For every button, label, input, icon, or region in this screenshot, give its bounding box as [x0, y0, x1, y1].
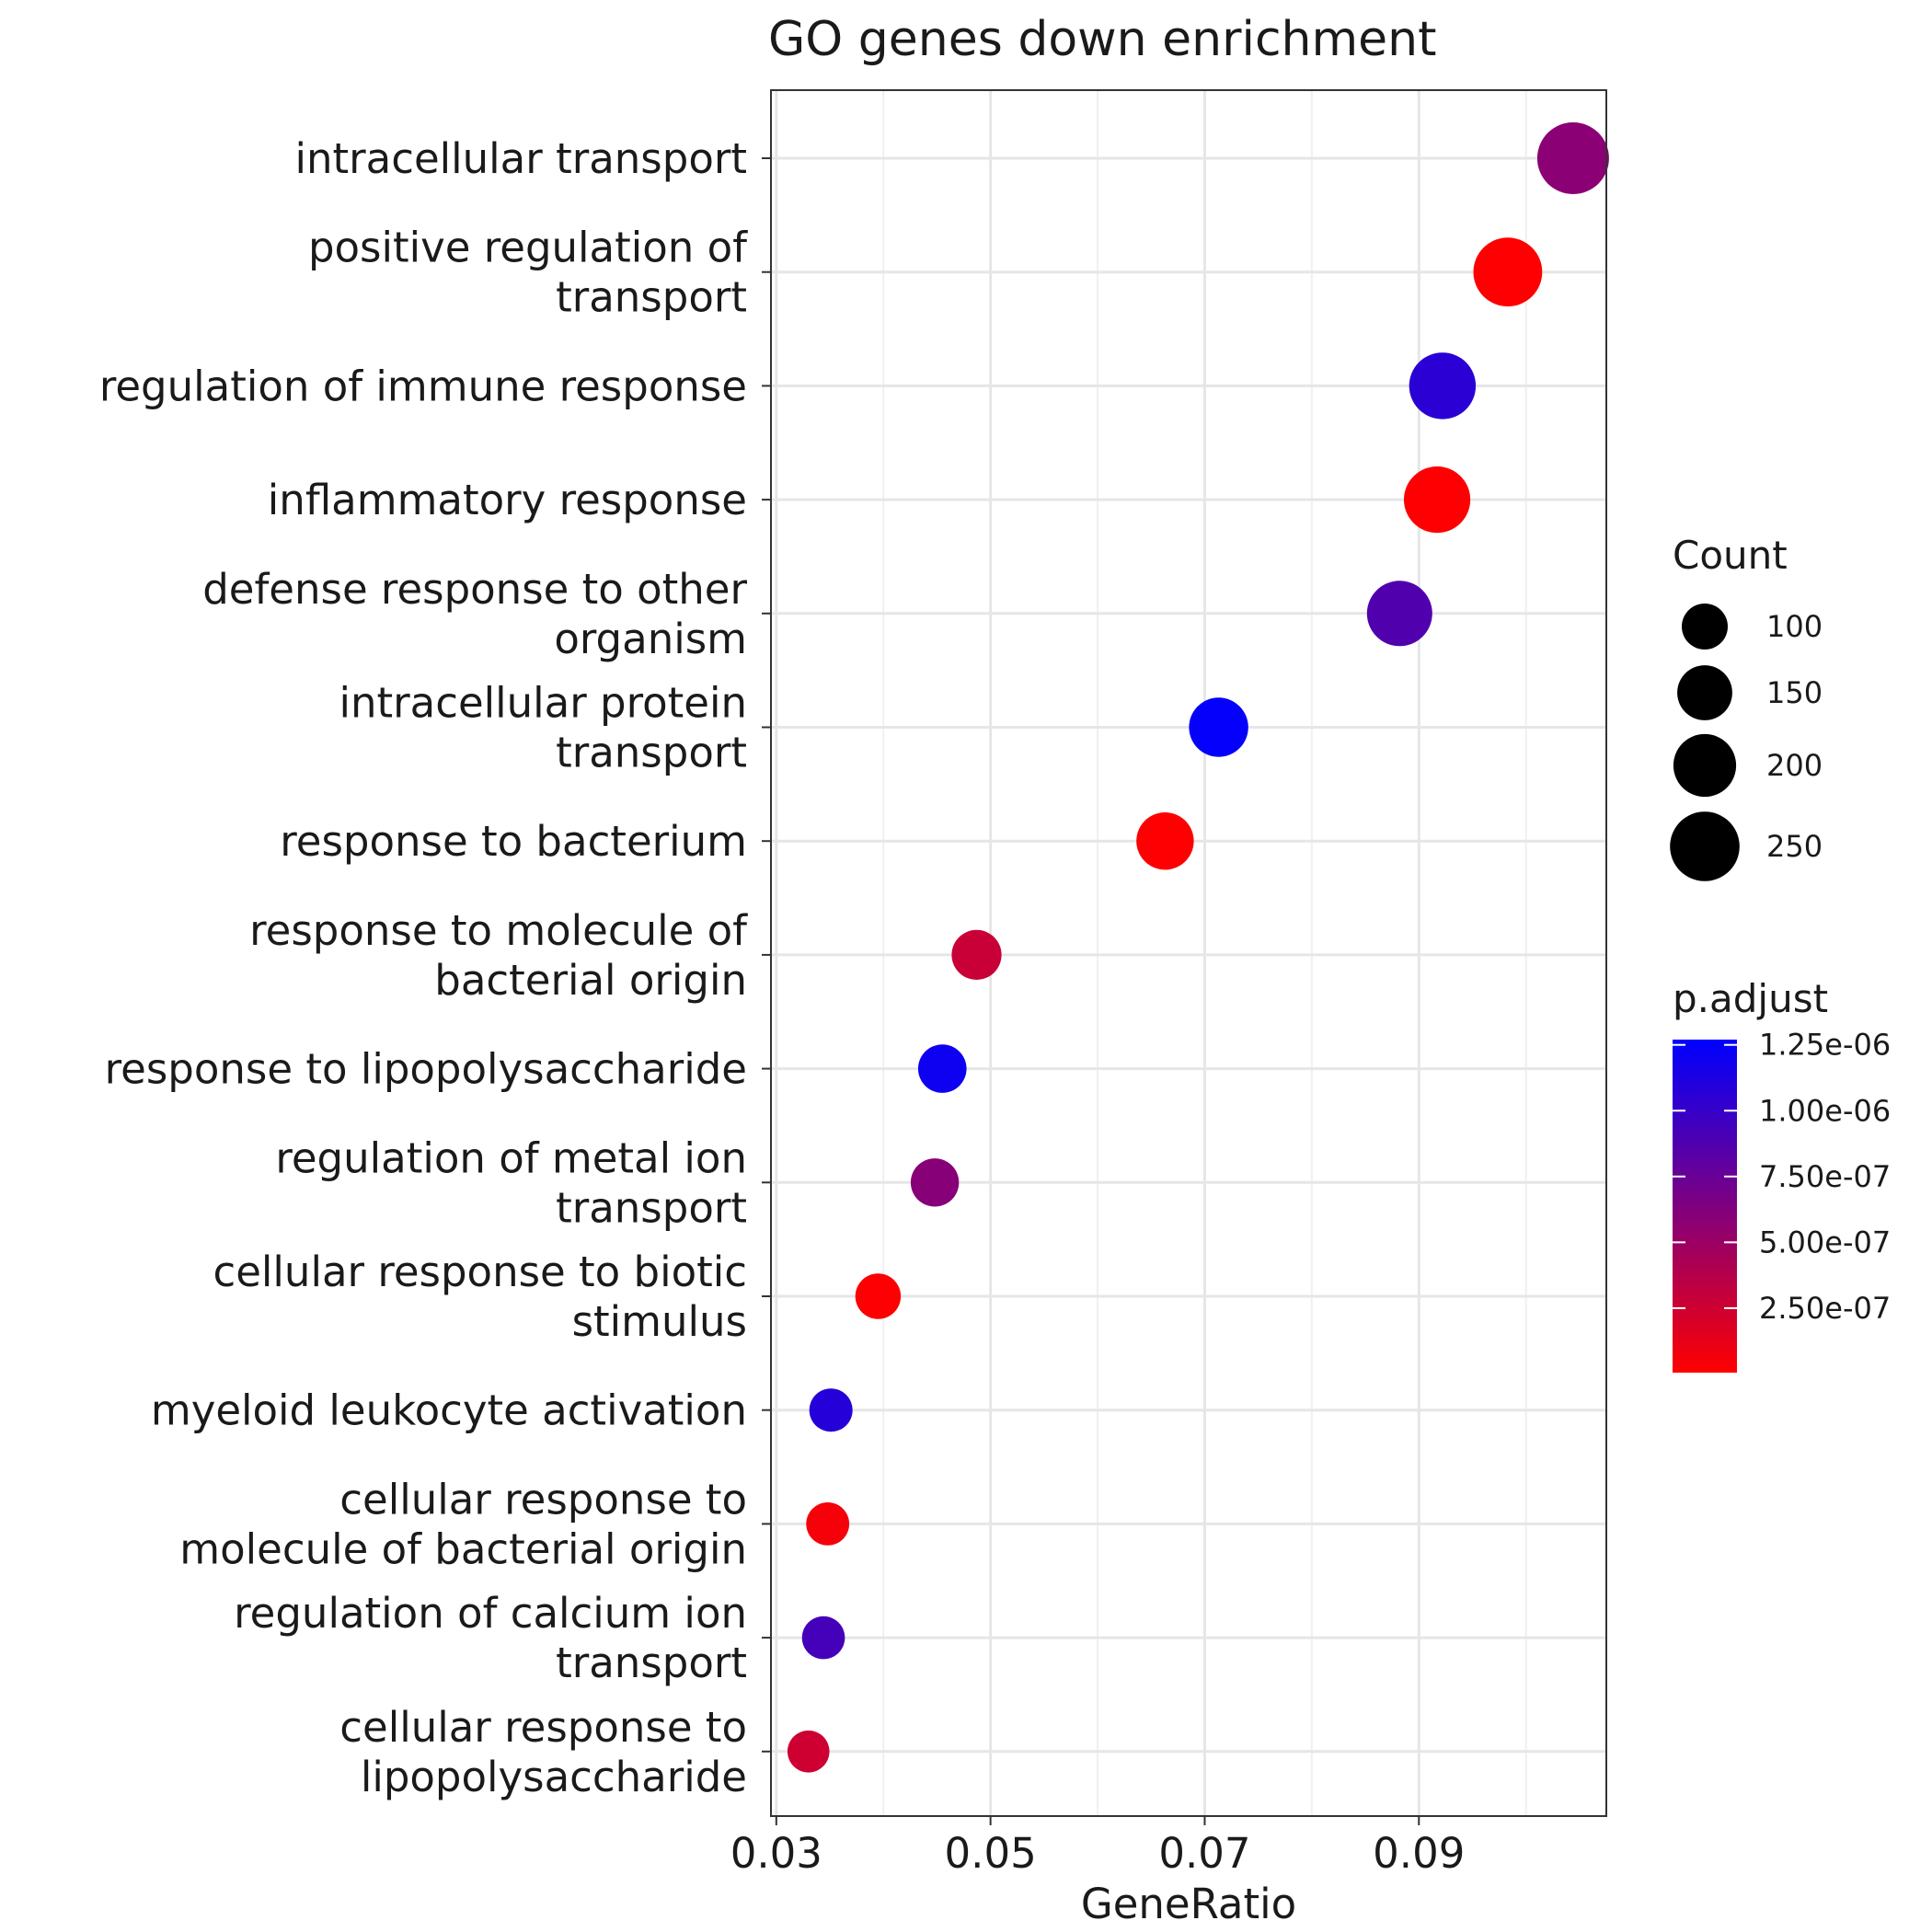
y-tick-label: response to molecule of bacterial origin — [249, 906, 748, 1005]
data-point — [806, 1502, 850, 1546]
y-tick-label-line: transport — [556, 273, 747, 322]
y-tick-label-line: transport — [556, 1639, 747, 1687]
color-legend-label: 1.25e-06 — [1759, 1028, 1891, 1063]
y-tick-label-line: intracellular transport — [294, 134, 747, 183]
x-tick-label: 0.07 — [1158, 1829, 1250, 1878]
y-tick-label-line: stimulus — [572, 1297, 747, 1346]
y-tick-label: intracellular protein transport — [339, 679, 747, 777]
color-legend-title: p.adjust — [1673, 976, 1828, 1021]
y-tick-label: cellular response to lipopolysaccharide — [339, 1703, 747, 1801]
y-tick-label-line: bacterial origin — [434, 956, 747, 1005]
x-axis-label: GeneRatio — [1081, 1880, 1296, 1928]
y-tick-label-line: cellular response to — [339, 1703, 747, 1752]
x-axis: 0.03 0.05 0.07 0.09 — [730, 1816, 1465, 1878]
y-tick-label: regulation of metal ion transport — [275, 1133, 747, 1232]
y-tick-label: regulation of calcium ion transport — [234, 1589, 747, 1687]
y-tick-label-line: transport — [556, 1183, 747, 1232]
y-tick-label-line: response to bacterium — [280, 817, 747, 866]
y-tick-label: cellular response to molecule of bacteria… — [179, 1475, 747, 1573]
y-tick-label-line: organism — [554, 615, 747, 663]
y-tick-label: intracellular transport — [294, 134, 747, 183]
data-point — [1409, 352, 1477, 420]
chart-title: GO genes down enrichment — [768, 12, 1436, 67]
color-legend-label: 2.50e-07 — [1759, 1291, 1891, 1326]
color-legend-label: 5.00e-07 — [1759, 1225, 1891, 1259]
y-tick-label-line: positive regulation of — [308, 224, 748, 272]
size-legend-label: 200 — [1766, 748, 1823, 783]
data-point — [1403, 466, 1471, 534]
x-tick-label: 0.05 — [945, 1829, 1037, 1878]
size-legend-label: 150 — [1766, 675, 1823, 710]
y-tick-label: cellular response to biotic stimulus — [213, 1248, 748, 1346]
y-axis: intracellular transport positive regulati… — [99, 134, 771, 1801]
data-point — [951, 929, 1002, 980]
size-legend-key — [1673, 733, 1737, 798]
data-point — [1536, 122, 1609, 194]
data-point — [1366, 581, 1432, 647]
y-tick-label-line: response to molecule of — [249, 906, 748, 955]
data-point — [910, 1158, 960, 1207]
y-tick-label: positive regulation of transport — [308, 224, 748, 322]
data-point — [809, 1388, 853, 1432]
data-point — [801, 1616, 845, 1660]
color-legend-label: 1.00e-06 — [1759, 1093, 1891, 1128]
y-tick-label-line: regulation of metal ion — [275, 1133, 747, 1182]
y-tick-label-line: myeloid leukocyte activation — [151, 1386, 747, 1435]
size-legend-key — [1677, 665, 1732, 720]
size-legend-label: 250 — [1766, 829, 1823, 864]
y-tick-label: response to lipopolysaccharide — [105, 1045, 747, 1094]
size-legend: 100 150 200 250 — [1670, 604, 1823, 881]
y-tick-label-line: defense response to other — [202, 565, 747, 614]
y-tick-label: regulation of immune response — [99, 362, 747, 410]
y-tick-label: response to bacterium — [280, 817, 747, 866]
y-tick-label-line: lipopolysaccharide — [361, 1753, 747, 1801]
grid — [771, 90, 1606, 1816]
y-tick-label-line: inflammatory response — [268, 476, 747, 524]
size-legend-label: 100 — [1766, 609, 1823, 644]
color-legend: 1.25e-06 1.00e-06 7.50e-07 5.00e-07 2.50e-07 — [1673, 1028, 1891, 1326]
y-tick-label-line: intracellular protein — [339, 679, 747, 728]
data-point — [855, 1273, 902, 1319]
size-legend-key — [1682, 604, 1728, 650]
data-point — [1473, 237, 1543, 307]
data-point — [1189, 697, 1248, 757]
data-point — [787, 1731, 830, 1773]
x-tick-label: 0.03 — [730, 1829, 822, 1878]
size-legend-key — [1670, 811, 1740, 881]
plot-panel-border — [770, 89, 1607, 1817]
y-tick-label-line: response to lipopolysaccharide — [105, 1045, 747, 1094]
y-tick-label-line: regulation of calcium ion — [234, 1589, 747, 1638]
y-tick-label-line: molecule of bacterial origin — [179, 1524, 747, 1573]
size-legend-title: Count — [1673, 533, 1788, 578]
y-tick-label: myeloid leukocyte activation — [151, 1386, 747, 1435]
y-tick-label: defense response to other organism — [202, 565, 747, 663]
color-legend-bar — [1673, 1040, 1737, 1373]
y-tick-label-line: cellular response to — [339, 1475, 747, 1524]
y-tick-label-line: cellular response to biotic — [213, 1248, 748, 1296]
y-tick-label-line: regulation of immune response — [99, 362, 747, 410]
y-tick-label-line: transport — [556, 729, 747, 777]
x-tick-label: 0.09 — [1373, 1829, 1465, 1878]
data-point — [1136, 812, 1194, 870]
points — [787, 122, 1609, 1773]
color-legend-label: 7.50e-07 — [1759, 1159, 1891, 1194]
y-tick-label: inflammatory response — [268, 476, 747, 524]
data-point — [917, 1044, 967, 1093]
